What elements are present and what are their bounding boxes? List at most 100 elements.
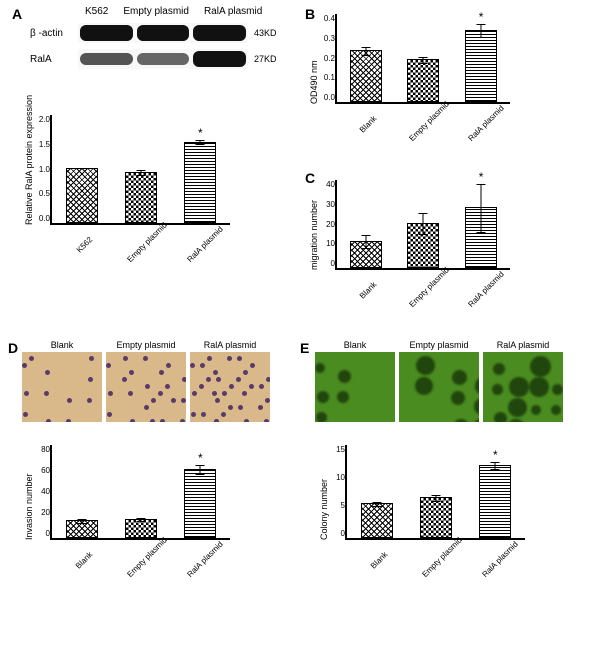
ytick: 2.0 bbox=[32, 115, 50, 124]
micro-dot bbox=[316, 412, 327, 422]
ytick: 0 bbox=[32, 529, 50, 538]
micro-dot bbox=[250, 363, 255, 368]
blot-band bbox=[193, 25, 246, 41]
micro-dot bbox=[166, 363, 171, 368]
panel-a-xlabels: K562Empty plasmidRalA plasmid bbox=[50, 227, 230, 236]
micro-dot bbox=[171, 398, 176, 403]
ytick: 60 bbox=[32, 466, 50, 475]
micro-dot bbox=[317, 391, 329, 403]
panel-b-xlabels: BlankEmpty plasmidRalA plasmid bbox=[335, 106, 510, 115]
panel-c-label: C bbox=[305, 170, 315, 186]
panel-d-bar: * bbox=[184, 469, 216, 538]
micro-dot bbox=[191, 412, 196, 417]
micro-dot bbox=[216, 377, 221, 382]
micro-dot bbox=[107, 412, 112, 417]
micro-dot bbox=[88, 377, 93, 382]
panel-e-bar bbox=[361, 503, 393, 538]
error-bar bbox=[365, 235, 366, 249]
panel-d-microrow: BlankEmpty plasmidRalA plasmid bbox=[22, 340, 270, 422]
significance-star: * bbox=[198, 126, 203, 140]
panel-d-micro-col: Empty plasmid bbox=[106, 340, 186, 422]
micro-dot bbox=[108, 391, 113, 396]
micro-dot bbox=[508, 398, 527, 417]
panel-a-blot: K562 Empty plasmid RalA plasmid β -actin… bbox=[30, 6, 277, 69]
micro-dot bbox=[242, 391, 247, 396]
panel-b-label: B bbox=[305, 6, 315, 22]
panel-b-plot-area: 0.40.30.20.10.0* bbox=[335, 14, 510, 104]
micro-dot bbox=[493, 363, 505, 375]
micro-dot bbox=[89, 356, 94, 361]
panel-c-bar: migration number403020100*BlankEmpty pla… bbox=[335, 180, 510, 281]
ytick: 0.3 bbox=[317, 34, 335, 43]
micro-image bbox=[483, 352, 563, 422]
micro-label: RalA plasmid bbox=[483, 340, 563, 350]
micro-dot bbox=[530, 356, 551, 377]
panel-c-bar bbox=[407, 223, 439, 268]
xlabel: RalA plasmid bbox=[480, 550, 509, 579]
ytick: 0.0 bbox=[317, 93, 335, 102]
micro-dot bbox=[265, 398, 270, 403]
micro-dot bbox=[258, 405, 263, 410]
micro-dot bbox=[159, 370, 164, 375]
micro-dot bbox=[238, 405, 243, 410]
micro-dot bbox=[182, 377, 186, 382]
xlabel: Empty plasmid bbox=[125, 235, 154, 264]
panel-b-yticks: 0.40.30.20.10.0 bbox=[317, 14, 335, 102]
ytick: 20 bbox=[32, 508, 50, 517]
ytick: 10 bbox=[327, 473, 345, 482]
ytick: 1.5 bbox=[32, 140, 50, 149]
significance-star: * bbox=[493, 448, 498, 462]
panel-e-bar: * bbox=[479, 465, 511, 538]
error-bar bbox=[481, 184, 482, 234]
micro-dot bbox=[212, 391, 217, 396]
error-bar bbox=[423, 57, 424, 64]
panel-e-chart: Colony number151050*BlankEmpty plasmidRa… bbox=[345, 445, 525, 551]
xlabel: Blank bbox=[350, 114, 379, 143]
xlabel: Empty plasmid bbox=[408, 114, 437, 143]
micro-dot bbox=[130, 419, 135, 422]
panel-e-micro-col: Empty plasmid bbox=[399, 340, 479, 422]
panel-a-bar bbox=[125, 172, 157, 223]
ytick: 0 bbox=[327, 529, 345, 538]
panel-e-xlabels: BlankEmpty plasmidRalA plasmid bbox=[345, 542, 525, 551]
micro-dot bbox=[453, 419, 469, 422]
micro-dot bbox=[200, 363, 205, 368]
ytick: 0.4 bbox=[317, 14, 335, 23]
micro-dot bbox=[66, 419, 71, 422]
blot-header-2: RalA plasmid bbox=[204, 6, 262, 17]
micro-dot bbox=[236, 377, 241, 382]
blot-header-row: K562 Empty plasmid RalA plasmid bbox=[85, 6, 277, 17]
micro-dot bbox=[249, 384, 254, 389]
panel-d-micro-col: Blank bbox=[22, 340, 102, 422]
blot-bands bbox=[78, 23, 248, 43]
panel-d-bar bbox=[125, 519, 157, 538]
micro-dot bbox=[213, 370, 218, 375]
micro-dot bbox=[22, 363, 27, 368]
micro-label: Empty plasmid bbox=[106, 340, 186, 350]
error-bar bbox=[140, 170, 141, 176]
ytick: 0.0 bbox=[32, 214, 50, 223]
blot-size-label: 27KD bbox=[254, 54, 277, 64]
micro-dot bbox=[222, 391, 227, 396]
error-bar bbox=[81, 519, 82, 524]
micro-dot bbox=[29, 356, 34, 361]
blot-bands bbox=[78, 49, 248, 69]
significance-star: * bbox=[198, 451, 203, 465]
ytick: 40 bbox=[32, 487, 50, 496]
micro-dot bbox=[201, 412, 206, 417]
error-bar bbox=[495, 462, 496, 470]
panel-a-plot-area: 2.01.51.00.50.0* bbox=[50, 115, 230, 225]
panel-e-bar bbox=[420, 497, 452, 538]
micro-dot bbox=[190, 363, 195, 368]
micro-dot bbox=[474, 398, 479, 415]
micro-dot bbox=[552, 384, 563, 395]
micro-dot bbox=[229, 384, 234, 389]
micro-dot bbox=[24, 391, 29, 396]
panel-a-bar-wrap: Relative RalA protein expression2.01.51.… bbox=[50, 115, 230, 236]
micro-dot bbox=[181, 398, 186, 403]
micro-dot bbox=[180, 419, 185, 422]
micro-dot bbox=[151, 398, 156, 403]
panel-d-bar bbox=[66, 520, 98, 538]
panel-b-bar: OD490 nm0.40.30.20.10.0*BlankEmpty plasm… bbox=[335, 14, 510, 115]
micro-dot bbox=[259, 384, 264, 389]
